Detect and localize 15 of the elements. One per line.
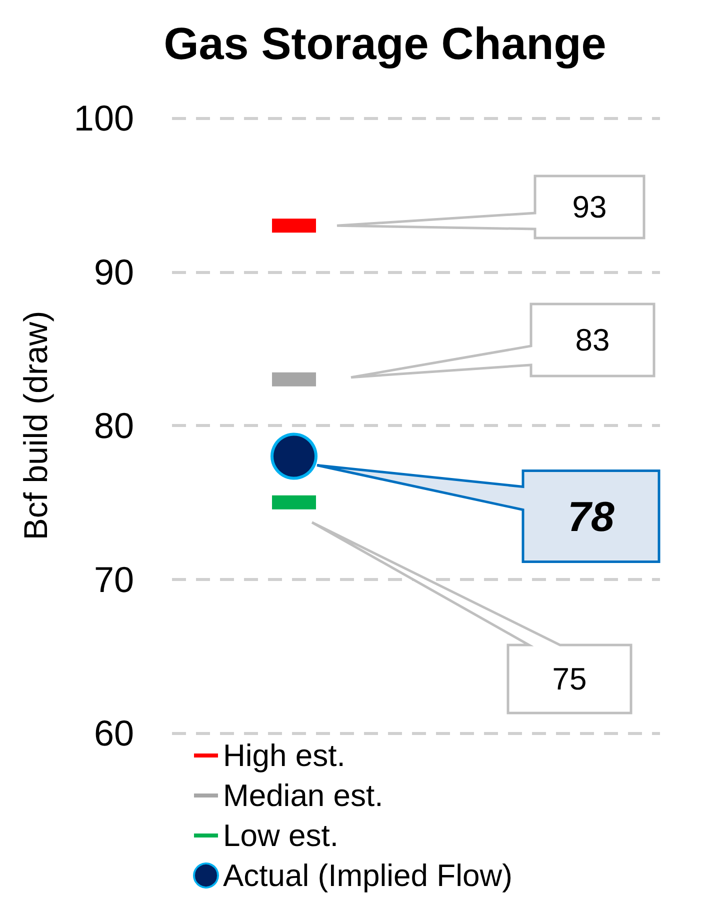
y-tick-label: 60 bbox=[94, 712, 134, 754]
chart-title: Gas Storage Change bbox=[164, 18, 606, 69]
annotation: 93 bbox=[572, 190, 607, 225]
y-axis-title: Bcf build (draw) bbox=[17, 310, 54, 540]
legend-label: Actual (Implied Flow) bbox=[223, 858, 512, 893]
legend-label: High est. bbox=[223, 738, 346, 773]
y-tick-label: 90 bbox=[94, 251, 134, 292]
legend-label: Median est. bbox=[223, 778, 384, 813]
legend-label: Low est. bbox=[223, 818, 338, 853]
annotation: 83 bbox=[575, 322, 610, 358]
y-tick-label: 70 bbox=[94, 558, 134, 600]
annotation: 78 bbox=[568, 492, 615, 540]
annotation: 75 bbox=[552, 661, 587, 696]
y-tick-label: 80 bbox=[94, 405, 134, 446]
y-tick-label: 100 bbox=[74, 98, 134, 138]
